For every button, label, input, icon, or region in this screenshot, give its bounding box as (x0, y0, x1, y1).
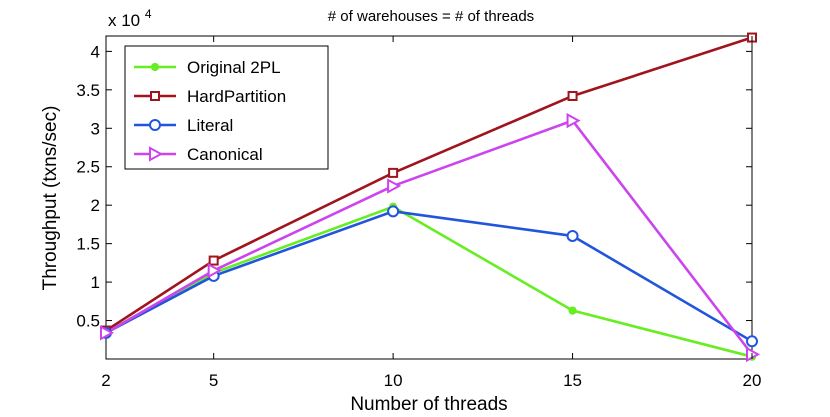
y-tick-label: 4 (91, 42, 100, 61)
data-point-2-4 (746, 335, 758, 348)
data-point-1-1 (208, 255, 219, 266)
legend-label: HardPartition (187, 87, 286, 106)
legend-item-0: Original 2PL (134, 58, 281, 77)
y-tick-label: 3.5 (76, 81, 100, 100)
legend-item-3: Canonical (134, 145, 263, 164)
y-tick-label: 2 (91, 196, 100, 215)
legend-label: Canonical (187, 145, 263, 164)
x-tick-label: 2 (101, 371, 110, 390)
data-point-0-3 (568, 306, 577, 315)
data-point-1-2 (388, 167, 399, 178)
x-tick-label: 15 (563, 371, 582, 390)
y-exponent-label: x 10 4 (108, 7, 152, 30)
legend-label: Literal (187, 116, 233, 135)
y-tick-label: 2.5 (76, 158, 100, 177)
y-tick-label: 1 (91, 273, 100, 292)
y-exponent-power: 4 (145, 7, 152, 21)
legend-item-2: Literal (134, 116, 233, 135)
legend: Original 2PL HardPartition Literal Canonica… (124, 45, 329, 170)
y-exponent-base: x 10 (108, 11, 140, 30)
legend-swatch-marker (150, 62, 160, 72)
legend-swatch-marker (149, 119, 161, 131)
legend-label: Original 2PL (187, 58, 281, 77)
data-point-3-3 (566, 112, 581, 129)
data-point-2-3 (566, 229, 579, 242)
x-tick-label: 10 (384, 371, 403, 390)
chart-title: # of warehouses = # of threads (328, 8, 534, 25)
x-tick-label: 5 (209, 371, 218, 390)
x-axis-ticks: 2 5 10 15 20 (101, 36, 761, 390)
legend-swatch-marker (150, 91, 160, 101)
x-tick-label: 20 (743, 371, 762, 390)
data-point-3-1 (207, 262, 222, 279)
y-tick-label: 3 (91, 119, 100, 138)
data-point-2-2 (387, 205, 400, 218)
data-point-1-3 (567, 90, 578, 101)
data-point-3-2 (387, 178, 402, 194)
y-tick-label: 0.5 (76, 312, 100, 331)
y-tick-label: 1.5 (76, 235, 100, 254)
y-axis-label: Throughput (txns/sec) (40, 106, 61, 291)
y-axis-ticks: 0.5 1 1.5 2 2.5 3 3.5 4 (76, 42, 752, 331)
data-point-3-0 (100, 325, 115, 341)
x-axis-label: Number of threads (350, 394, 507, 415)
legend-item-1: HardPartition (134, 87, 286, 106)
legend-swatch-marker (149, 146, 164, 162)
